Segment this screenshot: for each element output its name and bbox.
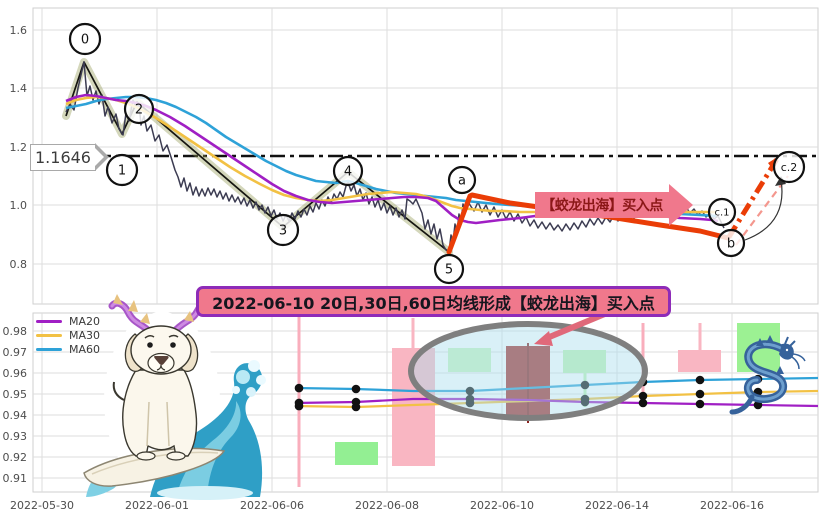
x-tick-label: 2022-06-08 — [355, 499, 419, 512]
day-marker-dot — [638, 391, 648, 401]
highlight-ellipse — [408, 321, 648, 421]
ma20-line-swatch — [36, 320, 62, 323]
marker-label-2: 2 — [135, 103, 143, 118]
marker-label-5: 5 — [445, 263, 453, 278]
bottom-ma-line-MA20 — [294, 397, 819, 408]
ref-price-label: 1.1646 — [30, 144, 96, 171]
legend-item-ma30: MA30 — [36, 329, 101, 342]
dragon-head — [779, 343, 794, 360]
ma30-label: MA30 — [69, 329, 101, 342]
top-y-tick-label: 0.8 — [10, 258, 28, 271]
candle-body — [448, 348, 491, 372]
marker-circle-4 — [332, 155, 364, 187]
top-series-price — [65, 61, 725, 253]
buy-point-banner-arrow-icon — [669, 184, 693, 226]
day-marker-dot — [580, 397, 590, 407]
day-marker-dot — [695, 399, 705, 409]
day-marker-dot — [294, 398, 304, 408]
day-marker-dot — [351, 397, 361, 407]
marker-circle-c.2 — [772, 150, 806, 184]
candle-body — [335, 442, 378, 465]
marker-circle-0 — [68, 22, 102, 56]
day-marker-dot — [638, 398, 648, 408]
marker-label-c.2: c.2 — [781, 161, 798, 174]
callout-arrow-head — [534, 331, 553, 346]
marker-label-0: 0 — [81, 33, 89, 48]
bottom-y-tick-label: 0.98 — [3, 325, 28, 338]
marker-circle-c.1 — [707, 197, 737, 227]
bottom-y-tick-label: 0.94 — [3, 409, 28, 422]
ma60-line-swatch — [36, 348, 62, 351]
bottom-ma-line-MA60 — [294, 376, 819, 393]
day-marker-dot — [351, 384, 361, 394]
candle-body — [678, 350, 721, 372]
marker-circle-2 — [123, 93, 155, 125]
ref-price-value: 1.1646 — [35, 148, 91, 167]
candle-body — [563, 350, 606, 373]
buy-point-banner: 【蛟龙出海】买入点 — [535, 192, 669, 218]
decorative-images — [83, 292, 806, 500]
marker-circle-3 — [266, 213, 300, 247]
marker-label-b: b — [727, 237, 735, 252]
x-tick-label: 2022-06-06 — [240, 499, 304, 512]
bottom-y-tick-label: 0.95 — [3, 388, 28, 401]
buy-point-banner-text: 【蛟龙出海】买入点 — [541, 198, 663, 214]
dog-body — [122, 369, 198, 457]
x-tick-label: 2022-05-30 — [10, 499, 74, 512]
marker-label-1: 1 — [118, 164, 126, 179]
bottom-y-tick-label: 0.96 — [3, 367, 28, 380]
bottom-y-tick-label: 0.91 — [3, 472, 28, 485]
day-marker-dot — [695, 389, 705, 399]
marker-label-4: 4 — [344, 165, 352, 180]
dog-image — [83, 292, 226, 487]
legend: MA20 MA30 MA60 — [36, 315, 101, 356]
ma60-label: MA60 — [69, 343, 101, 356]
marker-circle-a — [447, 165, 477, 195]
day-marker-dot — [465, 394, 475, 404]
top-y-tick-label: 1.6 — [10, 24, 28, 37]
x-tick-label: 2022-06-14 — [585, 499, 649, 512]
bottom-y-tick-label: 0.97 — [3, 346, 28, 359]
legend-item-ma20: MA20 — [36, 315, 101, 328]
day-marker-dot — [695, 375, 705, 385]
x-tick-label: 2022-06-16 — [700, 499, 764, 512]
x-tick-label: 2022-06-10 — [470, 499, 534, 512]
bottom-y-tick-label: 0.93 — [3, 430, 28, 443]
dog-nose — [154, 356, 169, 365]
day-marker-dot — [465, 386, 475, 396]
top-y-tick-label: 1.4 — [10, 82, 28, 95]
dragon-image — [729, 335, 806, 415]
ref-price-arrow-icon-fill — [93, 146, 104, 168]
marker-circle-5 — [433, 253, 465, 285]
marker-label-3: 3 — [279, 224, 287, 239]
projection-curve-arrowhead — [775, 176, 786, 186]
ma30-line-swatch — [36, 334, 62, 337]
legend-item-ma60: MA60 — [36, 343, 101, 356]
signal-description-text: 2022-06-10 20日,30日,60日均线形成【蛟龙出海】买入点 — [212, 293, 655, 313]
top-y-tick-label: 1.0 — [10, 199, 28, 212]
ma20-label: MA20 — [69, 315, 101, 328]
top-y-tick-label: 1.2 — [10, 141, 28, 154]
day-marker-dot — [294, 383, 304, 393]
x-tick-label: 2022-06-01 — [125, 499, 189, 512]
marker-circle-b — [716, 228, 746, 258]
chart-layers: 1.6 1.4 1.2 1.0 0.8 0.98 0.97 0.96 0.95 0.94 0.93 0… — [3, 7, 819, 512]
marker-label-a: a — [458, 174, 466, 189]
top-series-projection-alt — [735, 175, 789, 246]
marker-label-c.1: c.1 — [714, 208, 729, 219]
projection-curve — [744, 179, 783, 241]
signal-description-banner: 2022-06-10 20日,30日,60日均线形成【蛟龙出海】买入点 — [196, 286, 671, 317]
dragon-tail — [729, 394, 755, 415]
top-series-projection-main — [726, 157, 780, 239]
day-marker-dot — [580, 380, 590, 390]
bottom-y-tick-label: 0.92 — [3, 451, 28, 464]
